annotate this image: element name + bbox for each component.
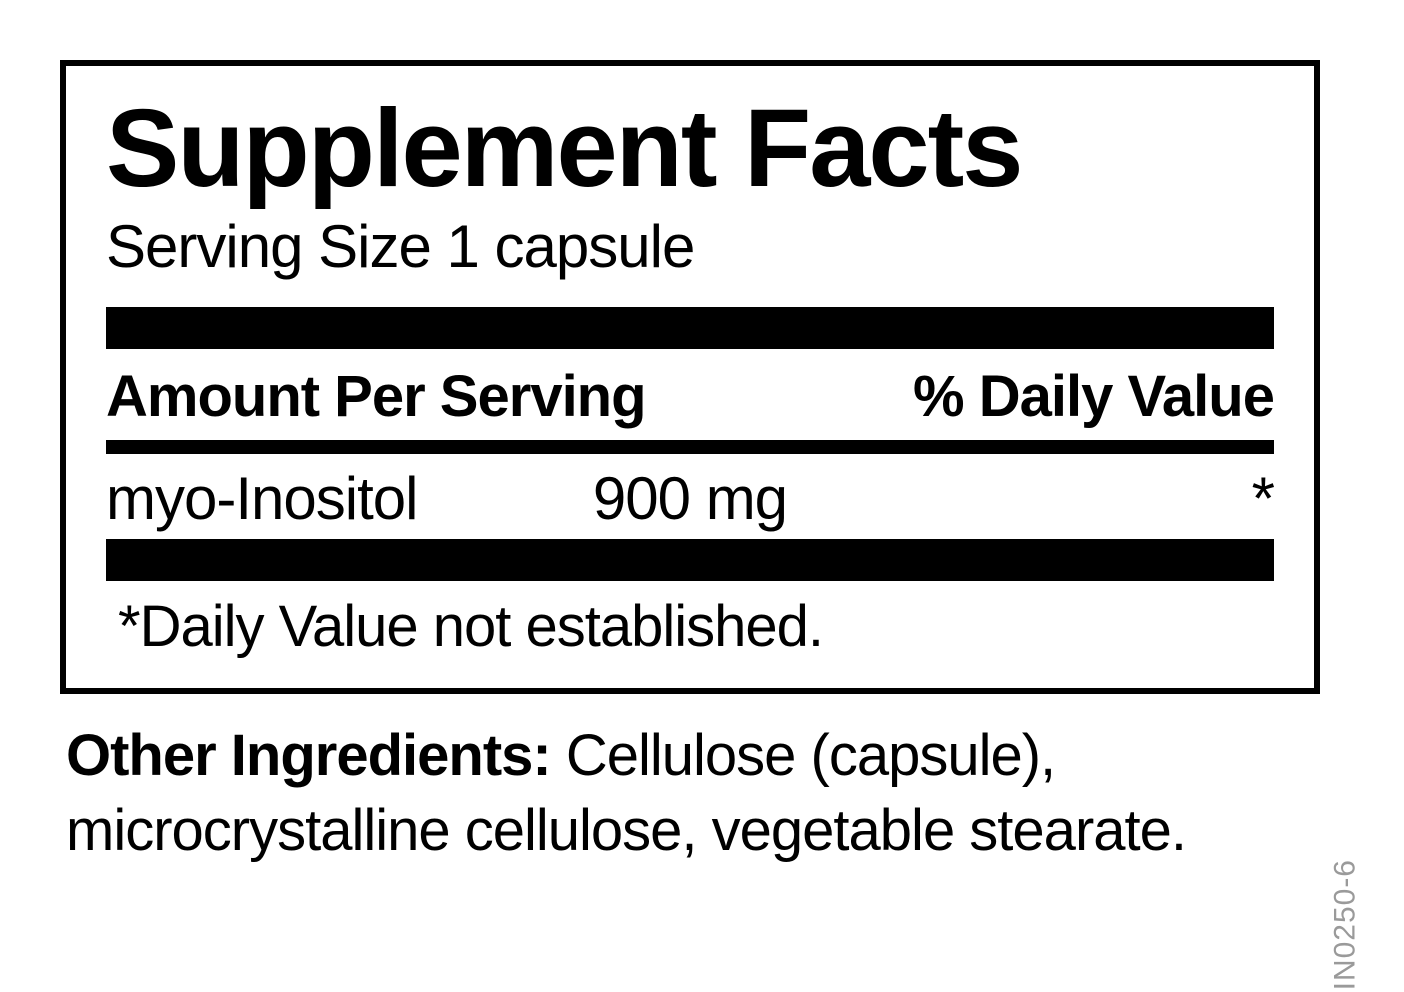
ingredient-row: myo-Inositol 900 mg * <box>106 464 1274 539</box>
supplement-facts-container: Supplement Facts Serving Size 1 capsule … <box>60 60 1320 869</box>
column-header-row: Amount Per Serving % Daily Value <box>106 363 1274 430</box>
other-ingredients-label: Other Ingredients: <box>66 723 551 788</box>
divider-thick-2 <box>106 539 1274 581</box>
dv-footnote: *Daily Value not established. <box>106 593 1274 660</box>
other-ingredients: Other Ingredients: Cellulose (capsule), … <box>60 718 1320 869</box>
header-daily-value: % Daily Value <box>913 363 1274 430</box>
supplement-facts-panel: Supplement Facts Serving Size 1 capsule … <box>60 60 1320 694</box>
ingredient-dv: * <box>787 464 1274 533</box>
serving-size: Serving Size 1 capsule <box>106 212 1274 281</box>
header-amount-per-serving: Amount Per Serving <box>106 363 646 430</box>
ingredient-amount: 900 mg <box>593 464 787 533</box>
product-code: IN0250-6 <box>1328 859 1362 990</box>
divider-thick-1 <box>106 307 1274 349</box>
ingredient-name: myo-Inositol <box>106 464 593 533</box>
divider-thin <box>106 440 1274 454</box>
panel-title: Supplement Facts <box>106 94 1274 204</box>
